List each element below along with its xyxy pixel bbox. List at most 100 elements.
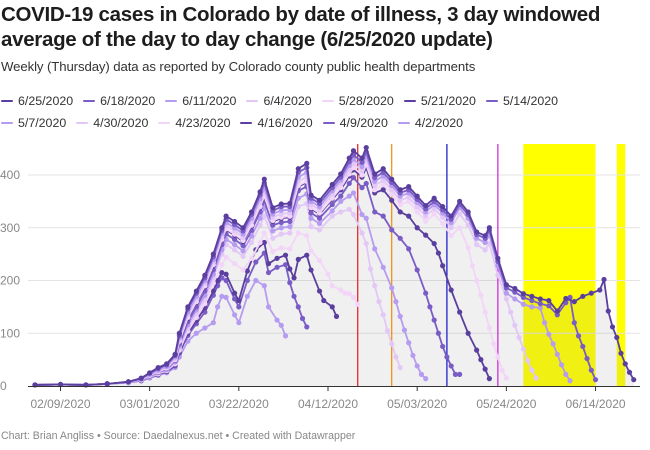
legend-label: 6/25/2020 [18,94,74,108]
data-point [482,247,488,253]
data-point [609,324,616,330]
legend-item[interactable]: 6/18/2020 [83,94,155,108]
data-point [474,347,480,353]
data-point [410,352,416,359]
data-point [554,308,560,314]
legend-item[interactable]: 5/28/2020 [321,94,394,108]
data-point [244,293,250,299]
data-point [231,236,238,242]
data-point [202,272,208,278]
data-point [397,364,403,371]
data-point [316,257,323,264]
legend-item[interactable]: 4/16/2020 [240,116,313,130]
data-point [329,283,335,289]
data-point [478,292,484,298]
data-point [372,246,378,252]
legend-item[interactable]: 6/11/2020 [165,94,236,108]
data-point [380,166,386,172]
data-point [270,248,276,255]
data-point [338,209,344,215]
data-point [546,303,552,309]
data-point [261,283,267,289]
data-point [299,315,306,322]
legend-swatch [240,121,253,125]
data-point [418,371,425,377]
data-point [431,211,437,217]
data-point [393,354,399,360]
data-point [414,204,420,210]
legend-label: 4/9/2020 [339,116,388,130]
data-point [372,175,378,181]
data-point [397,313,403,319]
data-point [431,317,437,323]
data-point [482,233,488,239]
data-point [350,190,357,196]
legend-item[interactable]: 5/21/2020 [403,94,476,108]
data-point [440,343,446,350]
data-point [503,296,509,302]
data-point [465,245,471,251]
data-point [236,304,242,310]
legend-item[interactable]: 6/25/2020 [1,94,73,108]
data-point [316,227,323,233]
data-point [363,240,369,247]
data-point [304,160,310,166]
legend-item[interactable]: 5/7/2020 [1,116,66,130]
data-point [308,192,314,198]
data-point [495,255,501,261]
data-point [486,376,492,382]
data-point [389,227,395,233]
data-point [457,211,463,217]
legend-item[interactable]: 4/9/2020 [322,116,388,130]
data-point [423,376,429,382]
legend-item[interactable]: 4/2/2020 [397,116,463,130]
legend-swatch [321,99,334,103]
legend-swatch [397,121,410,125]
legend-swatch [322,121,335,125]
data-point [265,304,272,310]
data-point [248,239,255,246]
data-point [380,187,386,193]
data-point [457,309,463,315]
y-tick-label: 300 [0,221,20,235]
data-point [270,205,276,211]
data-point [308,215,314,221]
legend-label: 5/7/2020 [18,116,67,130]
data-point [444,354,450,360]
data-point [601,276,607,283]
x-tick-label: 02/09/2020 [30,397,90,411]
data-point [457,198,463,204]
data-point [614,334,620,341]
legend-item[interactable]: 5/14/2020 [485,94,558,108]
data-point [448,233,454,239]
data-point [465,222,471,228]
data-point [372,209,378,215]
data-point [193,288,199,294]
data-point [287,200,293,207]
data-point [193,330,199,336]
legend-swatch [485,99,498,103]
legend-label: 4/16/2020 [257,116,313,130]
data-point [274,255,280,261]
legend-swatch [1,99,13,103]
data-point [287,246,293,252]
data-point [406,184,412,190]
data-point [248,209,255,215]
data-point [304,233,310,239]
data-point [406,340,412,346]
data-point [380,213,386,219]
data-point [219,225,225,231]
legend-item[interactable]: 4/30/2020 [76,116,148,130]
data-point [482,239,488,246]
data-point [214,304,221,310]
data-point [423,213,429,219]
data-point [499,367,505,373]
legend-item[interactable]: 6/4/2020 [246,94,312,108]
data-point [384,328,391,334]
data-point [537,305,543,311]
data-point [57,381,64,388]
legend-item[interactable]: 4/23/2020 [158,116,230,130]
data-point [270,235,276,241]
data-point [210,251,216,257]
legend-label: 5/28/2020 [338,94,394,108]
